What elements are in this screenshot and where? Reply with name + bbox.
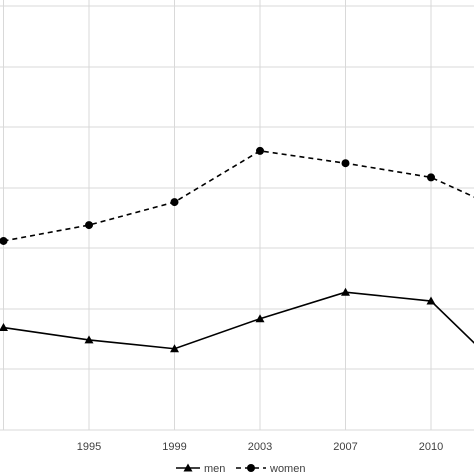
series-women xyxy=(0,146,474,245)
legend-marker xyxy=(183,463,193,472)
x-tick-label: 2003 xyxy=(248,441,272,453)
series-line-women xyxy=(3,150,474,242)
x-tick-label: 1995 xyxy=(77,441,101,453)
x-tick-label: 2007 xyxy=(333,441,357,453)
series-men xyxy=(0,287,474,353)
data-point-men xyxy=(255,314,265,323)
legend-label: women xyxy=(269,463,305,474)
x-axis-tick-labels: 1995199920032007201020 xyxy=(77,441,443,453)
legend-item-men: men xyxy=(176,463,225,474)
data-point-men xyxy=(426,296,436,305)
legend-label: men xyxy=(204,463,225,474)
legend: men women xyxy=(176,463,305,474)
grid xyxy=(0,0,474,431)
x-tick-label: 1999 xyxy=(162,441,186,453)
data-point-men xyxy=(0,323,8,332)
data-point-men xyxy=(341,287,350,296)
data-point-women xyxy=(170,198,179,207)
data-point-men xyxy=(170,344,179,353)
series-layer xyxy=(0,146,474,353)
data-point-women xyxy=(85,221,93,230)
data-point-women xyxy=(427,173,435,182)
data-point-men xyxy=(84,335,94,344)
data-point-women xyxy=(0,236,8,245)
legend-marker xyxy=(247,464,255,472)
x-tick-label: 2010 xyxy=(419,441,443,453)
data-point-women xyxy=(341,159,350,168)
data-point-women xyxy=(256,146,264,155)
series-line-men xyxy=(3,291,474,350)
legend-item-women: women xyxy=(236,463,305,474)
